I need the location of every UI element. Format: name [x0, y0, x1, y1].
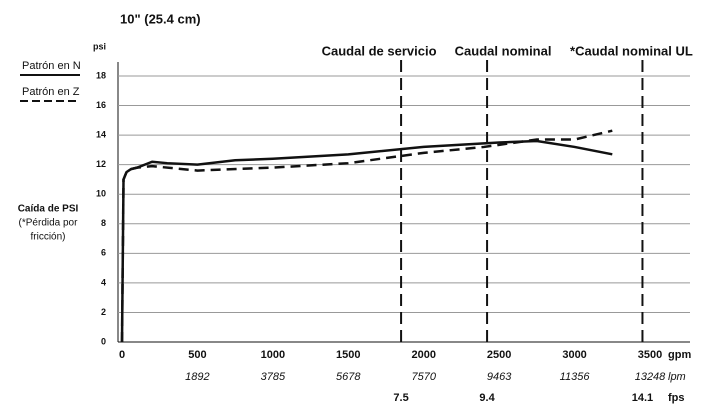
y-tick-label: 12 — [96, 159, 106, 169]
x-tick-label: 500 — [188, 349, 206, 361]
y-unit: psi — [93, 41, 106, 51]
legend-label: Patrón en N — [22, 60, 81, 72]
y-tick-label: 2 — [101, 307, 106, 317]
lpm-label: 11356 — [560, 371, 591, 383]
x-tick-label: 1500 — [336, 349, 360, 361]
series-line — [120, 129, 613, 343]
reference-label: Caudal nominal — [455, 43, 552, 58]
y-tick-label: 10 — [96, 189, 106, 199]
x-unit: gpm — [668, 349, 691, 361]
fps-unit: fps — [668, 392, 685, 404]
y-axis-label: (*Pérdida por — [19, 218, 79, 229]
fps-label: 14.1 — [632, 392, 653, 404]
legend-label: Patrón en Z — [22, 86, 80, 98]
fps-label: 9.4 — [479, 392, 495, 404]
y-tick-label: 18 — [96, 70, 106, 80]
lpm-unit: lpm — [668, 371, 686, 383]
reference-label: *Caudal nominal UL — [570, 43, 693, 58]
x-tick-label: 2000 — [411, 349, 435, 361]
y-axis-label: fricción) — [30, 232, 65, 243]
y-tick-label: 6 — [101, 248, 106, 258]
y-axis-label: Caída de PSI — [18, 204, 79, 215]
reference-label: Caudal de servicio — [322, 43, 437, 58]
lpm-label: 3785 — [261, 371, 286, 383]
y-tick-label: 0 — [101, 336, 106, 346]
x-tick-label: 1000 — [261, 349, 285, 361]
lpm-label: 7570 — [411, 371, 436, 383]
y-tick-label: 4 — [101, 277, 106, 287]
x-tick-label: 0 — [119, 349, 125, 361]
x-tick-label: 3500 — [638, 349, 662, 361]
chart-title: 10" (25.4 cm) — [120, 11, 201, 26]
lpm-label: 9463 — [487, 371, 512, 383]
fps-label: 7.5 — [393, 392, 408, 404]
x-tick-label: 2500 — [487, 349, 511, 361]
x-tick-label: 3000 — [562, 349, 586, 361]
lpm-label: 5678 — [336, 371, 361, 383]
y-tick-label: 14 — [96, 129, 106, 139]
lpm-label: 13248 — [635, 371, 666, 383]
y-tick-label: 16 — [96, 100, 106, 110]
lpm-label: 1892 — [185, 371, 209, 383]
y-tick-label: 8 — [101, 218, 106, 228]
